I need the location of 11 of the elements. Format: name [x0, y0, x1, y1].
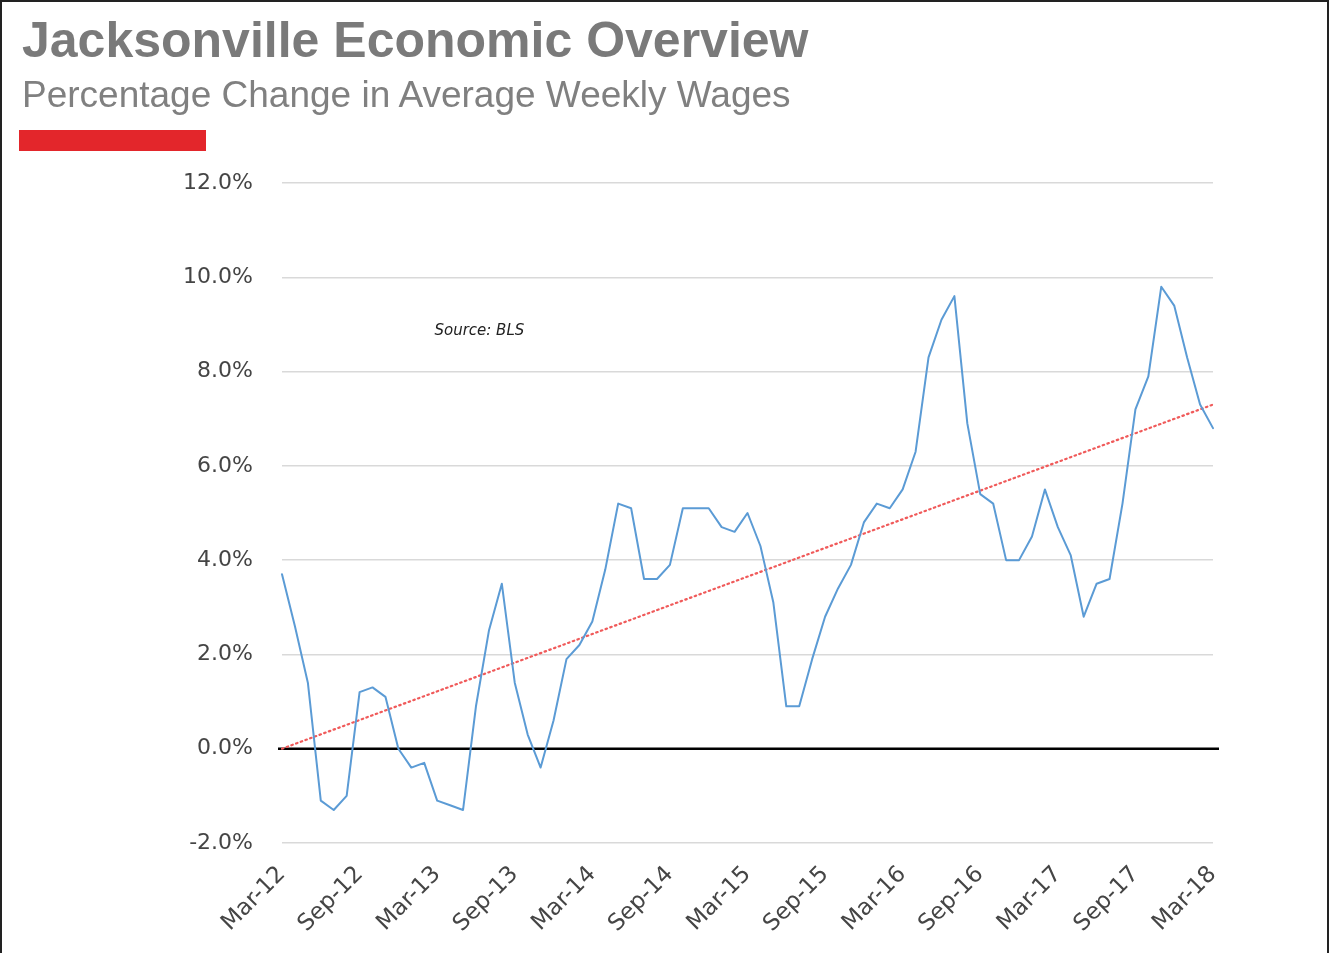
y-tick-label: 12.0% [183, 168, 253, 194]
y-tick-label: 0.0% [197, 734, 253, 760]
annotation: Source: BLS [434, 320, 525, 339]
y-tick-label: 6.0% [197, 451, 253, 477]
y-tick-label: 10.0% [183, 263, 253, 288]
y-tick-label: 2.0% [197, 640, 253, 666]
y-tick-label: 4.0% [197, 545, 253, 571]
chart-title: Jacksonville Economic Overview [22, 12, 809, 68]
chart-subtitle: Percentage Change in Average Weekly Wages [22, 74, 791, 115]
y-tick-label: 8.0% [197, 357, 253, 383]
y-tick-label: -2.0% [189, 828, 253, 854]
